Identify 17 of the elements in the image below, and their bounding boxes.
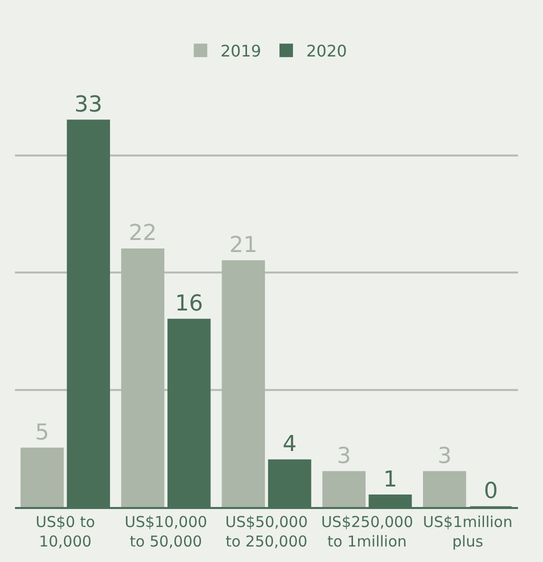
x-tick-label: US$250,000 to 1million <box>321 513 414 550</box>
data-label: 16 <box>175 292 204 317</box>
data-label: 22 <box>128 221 157 246</box>
data-label: 5 <box>35 420 50 446</box>
legend-label: 2020 <box>306 42 347 61</box>
data-label: 3 <box>336 444 351 469</box>
x-tick-label: US$1million plus <box>422 513 512 550</box>
data-label: 33 <box>74 92 102 118</box>
legend-label: 2019 <box>220 42 262 61</box>
data-label: 4 <box>282 432 297 458</box>
data-label: 1 <box>383 467 398 492</box>
data-label: 21 <box>229 232 258 258</box>
data-label: 3 <box>438 444 452 469</box>
data-label: 0 <box>484 479 498 504</box>
x-tick-label: US$50,000 to 250,000 <box>225 513 308 550</box>
x-tick-label: US$10,000 to 50,000 <box>124 513 208 550</box>
x-tick-label: US$0 to 10,000 <box>36 513 96 550</box>
